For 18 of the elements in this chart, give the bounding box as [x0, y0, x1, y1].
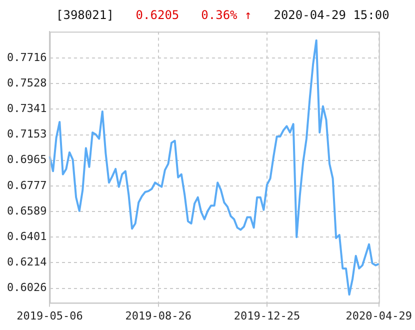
chart-title: [398021]	[56, 8, 114, 22]
text: 0.36% ↑	[201, 8, 252, 22]
y-tick-label: 0.7341	[6, 102, 47, 116]
x-tick-label: 2019-12-25	[234, 309, 300, 322]
y-tick-label: 0.6401	[6, 230, 47, 244]
y-tick-label: 0.6026	[6, 281, 47, 294]
x-tick-label: 2019-08-26	[125, 309, 192, 322]
y-tick-label: 0.6965	[6, 153, 47, 166]
y-tick-label: 0.7153	[6, 128, 47, 141]
x-tick-label: 2020-04-29	[346, 309, 412, 322]
y-tick-label: 0.6214	[6, 256, 48, 269]
x-tick-label: 2019-05-06	[16, 309, 83, 322]
text: 2020-04-29 15:00	[274, 8, 390, 22]
y-tick-label: 0.6589	[6, 204, 47, 218]
text: 0.6205	[136, 8, 180, 22]
y-tick-label: 0.6777	[6, 178, 47, 192]
y-tick-label: 0.7716	[6, 50, 47, 64]
y-tick-label: 0.7528	[6, 76, 47, 90]
